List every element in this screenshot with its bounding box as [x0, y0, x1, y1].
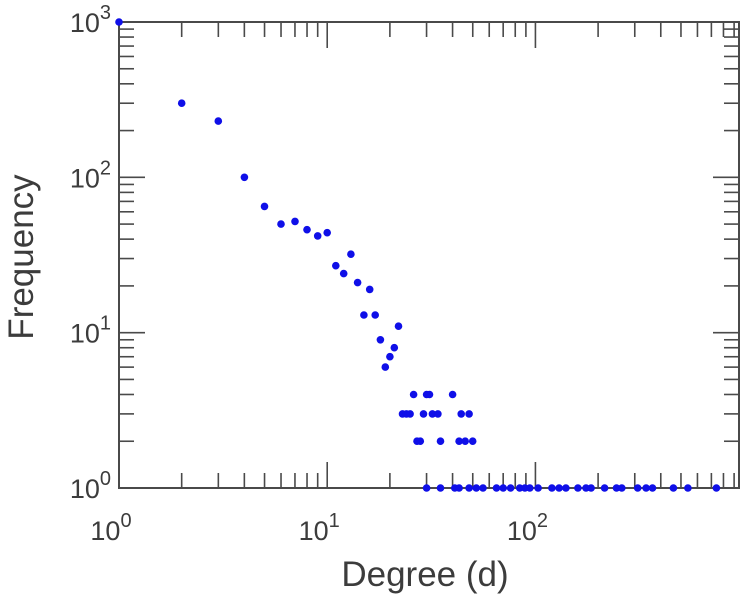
- y-axis-title: Frequency: [2, 174, 41, 340]
- data-point: [347, 250, 355, 258]
- tick-label-base: 10: [299, 516, 329, 546]
- data-point: [642, 484, 650, 492]
- data-point: [465, 410, 473, 418]
- y-tick-label: 101: [70, 313, 111, 349]
- data-point: [371, 311, 380, 319]
- data-point: [394, 322, 403, 331]
- data-point: [365, 285, 374, 294]
- data-point: [406, 410, 414, 418]
- tick-label-exponent: 0: [120, 510, 131, 532]
- data-point: [434, 410, 442, 418]
- data-point: [618, 484, 626, 492]
- data-point: [472, 484, 481, 492]
- data-point: [339, 269, 348, 278]
- data-point: [332, 261, 340, 270]
- data-point: [555, 484, 563, 492]
- data-point: [526, 484, 534, 492]
- tick-label-base: 10: [70, 474, 100, 504]
- tick-label-exponent: 2: [100, 157, 111, 179]
- x-tick-label: 101: [299, 510, 340, 546]
- tick-label-base: 10: [70, 319, 100, 349]
- data-point: [455, 437, 463, 446]
- data-point: [425, 390, 434, 399]
- data-point: [712, 484, 721, 492]
- data-point: [353, 278, 362, 287]
- data-point: [648, 484, 657, 492]
- data-point: [386, 352, 394, 361]
- y-tick-label: 100: [70, 468, 111, 504]
- data-point: [381, 363, 390, 371]
- data-point: [422, 484, 431, 492]
- tick-label-exponent: 2: [537, 510, 548, 532]
- tick-label-exponent: 3: [100, 2, 111, 24]
- data-point: [240, 173, 249, 182]
- data-point: [313, 232, 322, 240]
- data-point: [669, 484, 678, 492]
- plot-frame: [118, 21, 740, 489]
- data-point: [633, 484, 642, 492]
- data-point: [612, 484, 621, 492]
- data-point: [465, 484, 473, 492]
- data-point: [600, 484, 609, 492]
- data-point: [461, 437, 470, 446]
- data-point: [436, 437, 445, 446]
- data-point: [506, 484, 515, 492]
- data-point: [499, 484, 508, 492]
- y-tick-label: 103: [70, 2, 111, 38]
- tick-label-exponent: 1: [329, 510, 340, 532]
- data-point: [587, 484, 595, 492]
- tick-label-base: 10: [90, 516, 120, 546]
- data-point: [515, 484, 524, 492]
- y-tick-label: 102: [70, 157, 111, 193]
- tick-label-base: 10: [507, 516, 537, 546]
- data-point: [492, 484, 501, 492]
- data-point: [177, 99, 186, 107]
- data-point: [468, 437, 477, 446]
- data-point: [291, 217, 299, 226]
- data-point: [115, 18, 123, 26]
- data-point: [360, 311, 368, 319]
- data-point: [277, 220, 285, 228]
- data-point: [428, 410, 437, 418]
- data-point: [390, 343, 399, 352]
- data-point: [548, 484, 556, 492]
- data-point: [455, 484, 463, 492]
- x-axis-title: Degree (d): [341, 555, 508, 594]
- data-point: [419, 410, 428, 418]
- data-point: [457, 410, 466, 418]
- data-point: [436, 484, 445, 492]
- data-point: [448, 390, 457, 399]
- data-point: [479, 484, 487, 492]
- x-tick-label: 102: [507, 510, 548, 546]
- data-point: [303, 225, 311, 234]
- data-point: [376, 336, 385, 344]
- tick-label-exponent: 0: [100, 468, 111, 490]
- data-point: [574, 484, 582, 492]
- tick-label-exponent: 1: [100, 313, 111, 335]
- data-point: [534, 484, 542, 492]
- tick-marks: [118, 21, 739, 489]
- data-point: [214, 117, 223, 125]
- data-point: [323, 228, 332, 237]
- tick-label-base: 10: [70, 8, 100, 38]
- tick-label-base: 10: [70, 163, 100, 193]
- data-point: [260, 202, 269, 211]
- data-point: [562, 484, 570, 492]
- data-point: [416, 437, 425, 446]
- data-point: [409, 390, 418, 399]
- x-tick-label: 100: [90, 510, 131, 546]
- data-points: [115, 18, 721, 492]
- data-point: [684, 484, 692, 492]
